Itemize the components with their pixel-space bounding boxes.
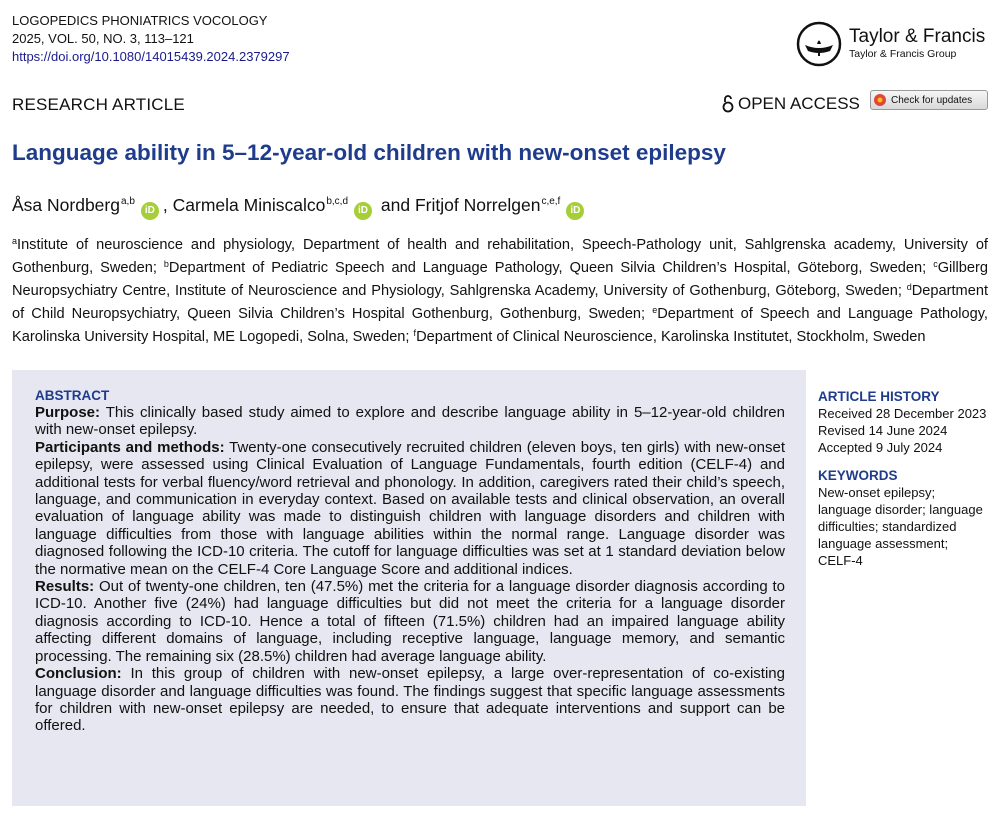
sidebar: ARTICLE HISTORY Received 28 December 202… <box>818 388 988 569</box>
history-item: Revised 14 June 2024 <box>818 423 948 438</box>
orcid-icon[interactable]: iD <box>140 202 159 220</box>
author-list: Åsa Nordberga,b iD, Carmela Miniscalcob,c… <box>12 195 588 220</box>
publisher-group: Taylor & Francis Group <box>849 48 957 60</box>
section-text: In this group of children with new-onset… <box>35 665 785 735</box>
keywords-heading: KEYWORDS <box>818 468 898 483</box>
abstract-section: Purpose: This clinically based study aim… <box>35 404 785 439</box>
affiliation-text: Institute of neuroscience and physiology… <box>12 237 988 276</box>
section-label: Participants and methods: <box>35 438 225 456</box>
author-separator: , <box>162 195 168 215</box>
affiliation-text: Department of Speech and Language Pathol… <box>12 306 988 345</box>
author-name: Åsa Nordberg <box>12 195 120 215</box>
publisher-name: Taylor & Francis <box>849 26 986 47</box>
logo-icon <box>796 21 842 67</box>
affiliation-label: d <box>906 282 912 292</box>
history-item: Accepted 9 July 2024 <box>818 440 943 455</box>
journal-name: LOGOPEDICS PHONIATRICS VOCOLOGY <box>12 13 268 28</box>
author-name: Fritjof Norrelgen <box>414 195 541 215</box>
affiliations: aInstitute of neuroscience and physiolog… <box>12 232 988 347</box>
open-access: OPEN ACCESS <box>722 94 860 114</box>
section-label: Results: <box>35 578 95 596</box>
affiliation-label: c <box>933 259 938 269</box>
issue-info: 2025, VOL. 50, NO. 3, 113–121 <box>12 31 194 46</box>
affiliation-text: Department of Pediatric Speech and Langu… <box>168 260 927 276</box>
abstract-box <box>12 370 806 806</box>
publisher-logo: Taylor & Francis Taylor & Francis Group <box>795 20 985 68</box>
author-affiliations: a,b <box>120 196 135 207</box>
author-affiliations: c,e,f <box>541 196 561 207</box>
abstract-section: Conclusion: In this group of children wi… <box>35 665 785 735</box>
open-access-icon <box>722 95 734 113</box>
affiliation-label: e <box>652 305 658 315</box>
section-text: Twenty-one consecutively recruited child… <box>35 438 785 578</box>
history-heading: ARTICLE HISTORY <box>818 389 940 404</box>
abstract-section: Results: Out of twenty-one children, ten… <box>35 578 785 665</box>
author-affiliations: b,c,d <box>326 196 349 207</box>
affiliation-text: Department of Child Neuropsychiatry, Que… <box>12 283 988 322</box>
article-title: Language ability in 5–12-year-old childr… <box>12 140 726 165</box>
open-access-label: OPEN ACCESS <box>738 94 860 113</box>
affiliation-text: Gillberg Neuropsychiatry Centre, Institu… <box>12 260 988 299</box>
section-text: Out of twenty-one children, ten (47.5%) … <box>35 578 786 665</box>
affiliation-text: Department of Clinical Neuroscience, Kar… <box>416 329 926 345</box>
check-updates-button[interactable]: Check for updates <box>870 90 988 110</box>
abstract-heading: ABSTRACT <box>35 388 110 403</box>
section-text: This clinically based study aimed to exp… <box>35 404 785 439</box>
check-updates-label: Check for updates <box>891 94 973 106</box>
section-label: Conclusion: <box>35 665 122 683</box>
affiliation-label: f <box>413 328 417 338</box>
abstract: ABSTRACT Purpose: This clinically based … <box>35 388 785 735</box>
article-type: RESEARCH ARTICLE <box>12 95 185 114</box>
author-separator: and <box>380 195 411 215</box>
journal-header: LOGOPEDICS PHONIATRICS VOCOLOGY 2025, VO… <box>12 12 290 66</box>
section-label: Purpose: <box>35 404 101 421</box>
abstract-section: Participants and methods: Twenty-one con… <box>35 439 785 578</box>
keywords-text: New-onset epilepsy; language disorder; l… <box>818 485 983 568</box>
author-name: Carmela Miniscalco <box>172 195 326 215</box>
history-item: Received 28 December 2023 <box>818 406 987 421</box>
doi-link[interactable]: https://doi.org/10.1080/14015439.2024.23… <box>12 49 290 64</box>
check-updates-icon <box>874 94 886 106</box>
affiliation-label: a <box>12 236 18 246</box>
orcid-icon[interactable]: iD <box>566 202 585 220</box>
affiliation-label: b <box>163 259 169 269</box>
orcid-icon[interactable]: iD <box>354 202 373 220</box>
